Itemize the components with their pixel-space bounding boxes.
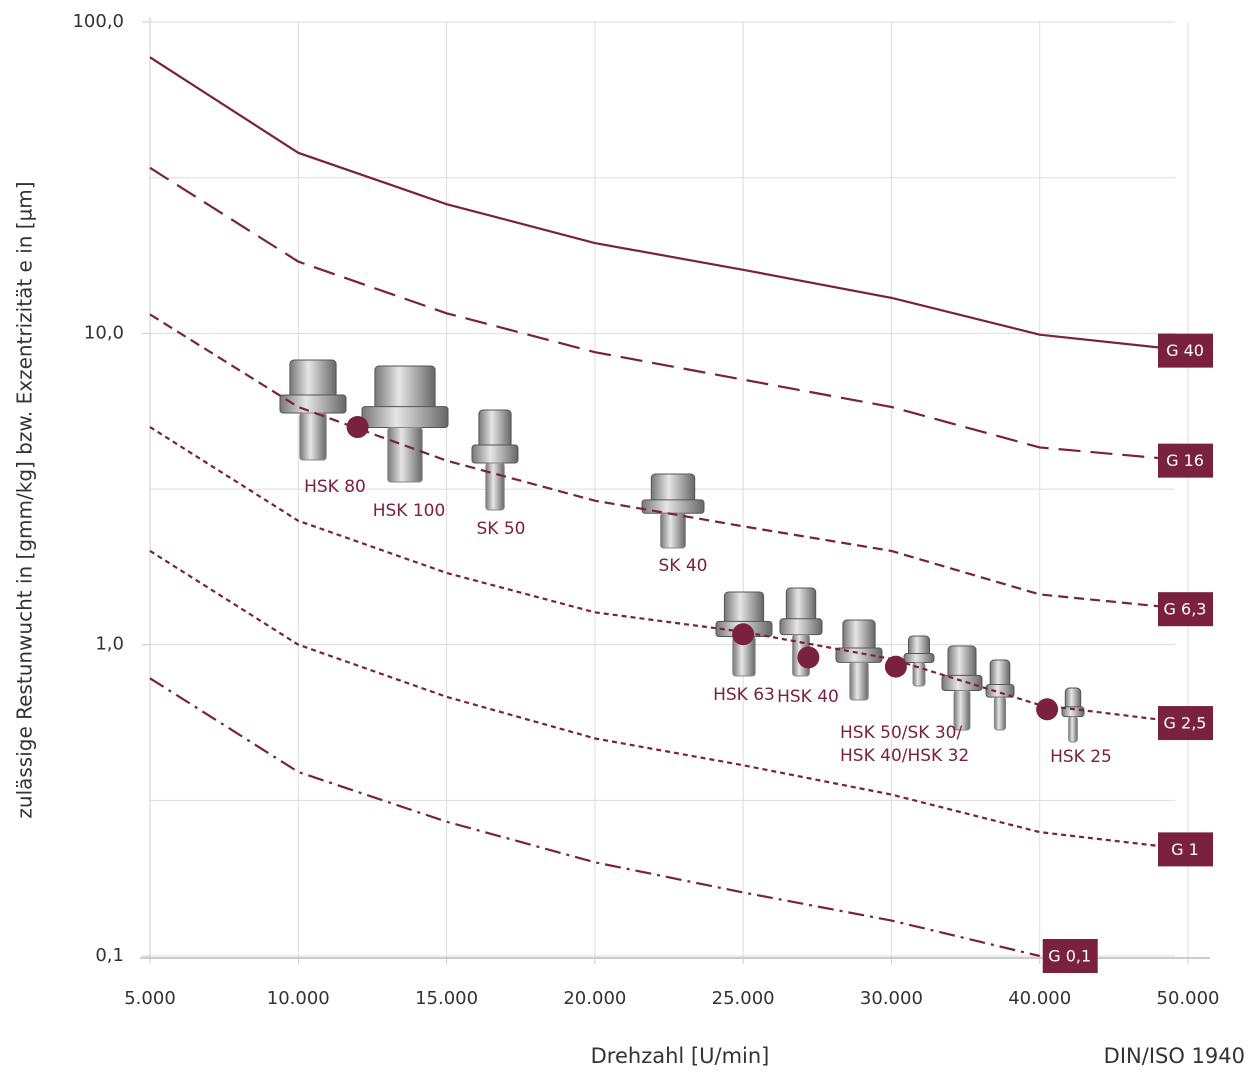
tool-icon — [361, 406, 449, 428]
legend-tag — [1158, 443, 1213, 478]
tool-icon — [387, 426, 423, 483]
x-tick-label: 5.000 — [124, 988, 176, 1009]
x-tick-label: 10.000 — [267, 988, 330, 1009]
tool-icon — [903, 653, 935, 663]
point — [732, 623, 755, 646]
annotation: HSK 100 — [373, 501, 446, 521]
legend-label: G 16 — [1166, 451, 1204, 470]
tool-icon — [299, 412, 327, 461]
tool-icon — [471, 444, 519, 464]
legend-label: G 2,5 — [1164, 714, 1207, 733]
point — [797, 646, 820, 669]
tool-icon — [279, 394, 347, 414]
x-tick-label: 40.000 — [1008, 988, 1071, 1009]
tool-icon — [485, 462, 505, 511]
x-axis-label: Drehzahl [U/min] — [591, 1044, 770, 1068]
annotation: HSK 40/HSK 32 — [840, 746, 969, 766]
legend-label: G 6,3 — [1164, 600, 1207, 619]
tool-icon — [779, 618, 823, 636]
legend-tag — [1158, 706, 1213, 741]
point — [346, 416, 369, 439]
annotation: HSK 63 — [713, 685, 775, 705]
tool-icon — [993, 696, 1007, 731]
y-tick-label: 0,1 — [95, 945, 124, 966]
x-tick-label: 15.000 — [415, 988, 478, 1009]
series-line — [149, 550, 1189, 851]
legend-label: G 1 — [1171, 840, 1199, 859]
x-tick-label: 25.000 — [712, 988, 775, 1009]
annotation: HSK 25 — [1050, 747, 1112, 767]
legend-label: G 0,1 — [1048, 947, 1091, 966]
x-tick-label: 20.000 — [563, 988, 626, 1009]
legend-tag — [1042, 939, 1098, 973]
series-line — [149, 166, 1189, 462]
x-tick-label: 50.000 — [1157, 988, 1220, 1009]
series-line — [149, 426, 1189, 725]
annotation: SK 50 — [477, 519, 526, 539]
tool-icon — [953, 690, 971, 731]
annotation: SK 40 — [659, 556, 708, 576]
annotation: HSK 80 — [304, 477, 366, 497]
y-tick-label: 10,0 — [84, 322, 124, 343]
tool-icon — [641, 499, 705, 514]
tool-icon — [1068, 716, 1078, 743]
y-tick-label: 100,0 — [72, 11, 124, 32]
point — [884, 655, 907, 678]
annotation: HSK 50/SK 30/ — [840, 723, 962, 743]
footnote: DIN/ISO 1940 — [1104, 1044, 1245, 1068]
y-tick-label: 1,0 — [95, 634, 124, 655]
legend-tag — [1158, 592, 1213, 627]
point — [1036, 698, 1059, 721]
series-line — [149, 313, 1189, 611]
tool-icon — [912, 662, 926, 687]
legend-tag — [1158, 832, 1213, 867]
tool-icon — [941, 674, 983, 692]
legend-label: G 40 — [1166, 341, 1204, 360]
tool-icon — [849, 661, 869, 701]
x-tick-label: 30.000 — [860, 988, 923, 1009]
legend-tag — [1158, 333, 1213, 368]
series-line — [149, 677, 1040, 958]
annotation: HSK 40 — [777, 687, 839, 707]
tool-icon — [660, 512, 686, 549]
series-line — [149, 56, 1189, 352]
y-axis-label: zulässige Restunwucht in [gmm/kg] bzw. E… — [13, 181, 37, 818]
